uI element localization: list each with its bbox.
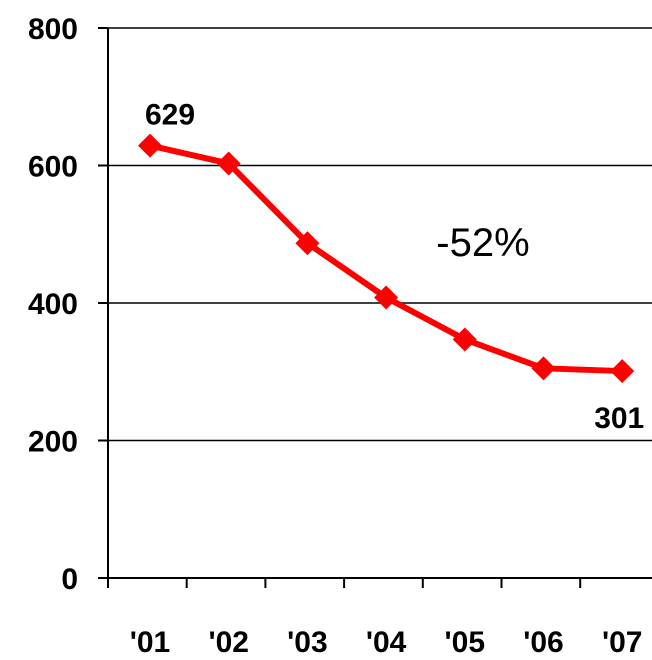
y-tick-label: 200 xyxy=(28,426,78,459)
data-point xyxy=(452,327,477,352)
data-point xyxy=(138,133,162,158)
y-tick-label: 0 xyxy=(61,563,78,596)
x-tick-label: '05 xyxy=(445,626,486,659)
data-point xyxy=(374,285,399,310)
x-tick-label: '01 xyxy=(130,626,171,659)
gridlines xyxy=(108,27,652,442)
series-markers xyxy=(138,133,635,384)
data-point xyxy=(216,151,241,176)
x-tick-label: '07 xyxy=(602,626,643,659)
x-tick-label: '04 xyxy=(366,626,407,659)
data-point xyxy=(610,359,635,384)
data-labels: 629 301 xyxy=(145,99,644,436)
data-label: 629 xyxy=(145,99,195,132)
data-point xyxy=(295,231,320,256)
y-tick-marks xyxy=(98,27,108,579)
x-tick-label: '06 xyxy=(523,626,564,659)
y-tick-label: 800 xyxy=(28,13,78,46)
x-tick-labels: '01 '02 '03 '04 '05 '06 '07 xyxy=(130,626,643,659)
x-tick-marks xyxy=(107,578,582,588)
series-line xyxy=(149,142,623,375)
y-tick-labels: 0 200 400 600 800 xyxy=(28,13,78,596)
x-tick-label: '03 xyxy=(287,626,328,659)
y-tick-label: 400 xyxy=(28,288,78,321)
data-label: 301 xyxy=(594,402,644,435)
data-point xyxy=(531,356,556,381)
y-tick-label: 600 xyxy=(28,151,78,184)
x-tick-label: '02 xyxy=(208,626,249,659)
series-polyline xyxy=(149,142,623,375)
change-annotation: -52% xyxy=(436,221,529,265)
